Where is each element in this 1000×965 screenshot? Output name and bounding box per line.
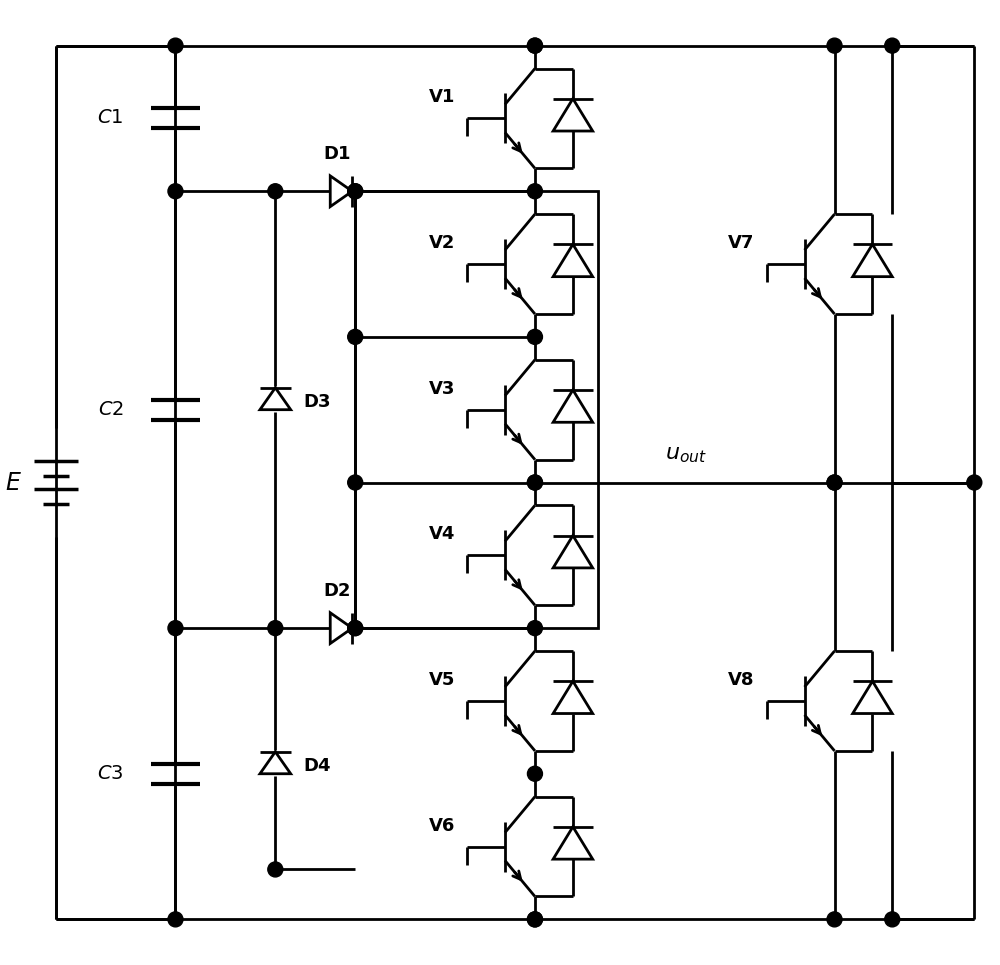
Circle shape — [527, 39, 542, 53]
Circle shape — [348, 475, 363, 490]
Text: D2: D2 — [323, 582, 351, 600]
Text: D1: D1 — [323, 146, 351, 163]
Text: V4: V4 — [429, 525, 455, 543]
Circle shape — [348, 620, 363, 636]
Text: V1: V1 — [429, 89, 455, 106]
Circle shape — [885, 39, 900, 53]
Text: V8: V8 — [728, 671, 755, 689]
Text: V7: V7 — [728, 234, 755, 252]
Circle shape — [885, 912, 900, 926]
Circle shape — [527, 39, 542, 53]
Circle shape — [527, 475, 542, 490]
Circle shape — [168, 620, 183, 636]
Text: D3: D3 — [303, 393, 331, 411]
Text: $E$: $E$ — [5, 471, 22, 494]
Circle shape — [827, 39, 842, 53]
Text: V5: V5 — [429, 671, 455, 689]
Circle shape — [348, 183, 363, 199]
Text: $C3$: $C3$ — [97, 764, 124, 783]
Circle shape — [168, 183, 183, 199]
Circle shape — [527, 475, 542, 490]
Circle shape — [527, 620, 542, 636]
Text: $u_{out}$: $u_{out}$ — [665, 443, 707, 464]
Text: V6: V6 — [429, 816, 455, 835]
Circle shape — [527, 183, 542, 199]
Circle shape — [827, 475, 842, 490]
Text: D4: D4 — [303, 757, 331, 775]
Circle shape — [348, 620, 363, 636]
Circle shape — [527, 912, 542, 926]
Text: V3: V3 — [429, 379, 455, 398]
Circle shape — [268, 862, 283, 877]
Circle shape — [268, 620, 283, 636]
Text: $C1$: $C1$ — [97, 109, 124, 127]
Circle shape — [348, 183, 363, 199]
Circle shape — [348, 329, 363, 345]
Circle shape — [168, 39, 183, 53]
Circle shape — [527, 766, 542, 782]
Circle shape — [967, 475, 982, 490]
Text: V2: V2 — [429, 234, 455, 252]
Circle shape — [527, 329, 542, 345]
Circle shape — [827, 475, 842, 490]
Circle shape — [527, 912, 542, 926]
Bar — [355, 191, 598, 628]
Circle shape — [268, 183, 283, 199]
Circle shape — [827, 912, 842, 926]
Text: $C2$: $C2$ — [98, 400, 124, 419]
Circle shape — [168, 912, 183, 926]
